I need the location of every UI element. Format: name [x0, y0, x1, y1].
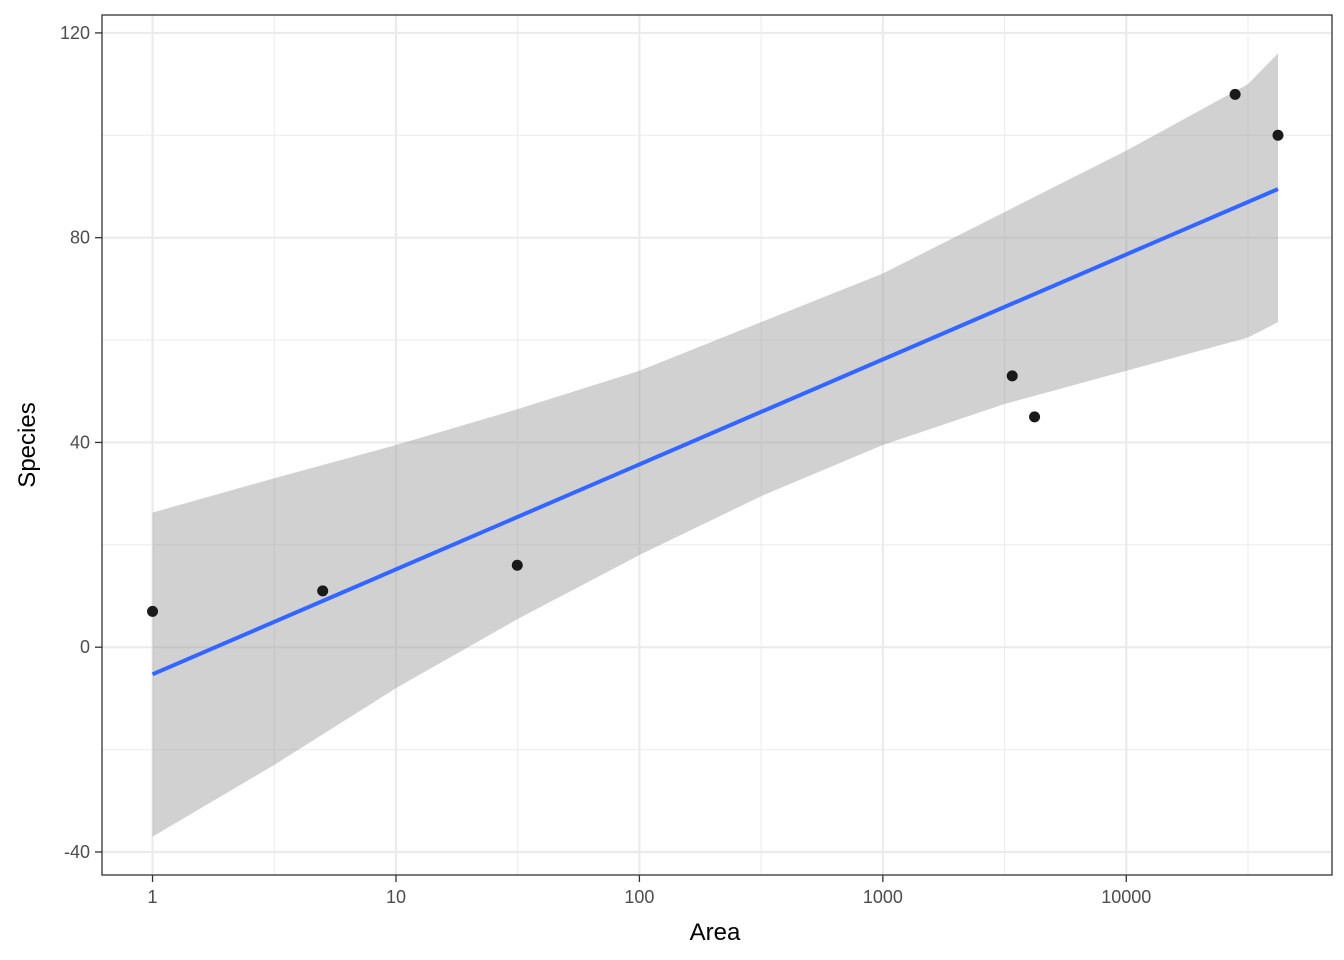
grid-major: [102, 15, 1332, 875]
data-point: [147, 605, 159, 617]
y-axis: -40 0 40 80 120: [60, 23, 102, 862]
points-layer: [147, 88, 1284, 617]
x-axis-title: Area: [690, 919, 741, 946]
y-tick-label: 80: [70, 228, 90, 248]
confidence-band: [152, 53, 1278, 837]
x-axis: 1 10 100 1000 10000: [148, 875, 1151, 907]
data-point: [1272, 129, 1284, 141]
y-tick-label: 40: [70, 432, 90, 452]
x-tick-label: 1: [148, 887, 158, 907]
data-point: [317, 585, 329, 597]
y-tick-label: 0: [80, 637, 90, 657]
y-tick-label: -40: [64, 842, 90, 862]
x-tick-label: 10000: [1101, 887, 1151, 907]
data-point: [1029, 411, 1041, 423]
data-point: [511, 559, 523, 571]
plot-border: [101, 14, 1333, 876]
x-tick-label: 1000: [863, 887, 903, 907]
x-tick-label: 100: [624, 887, 654, 907]
confidence-band-layer: [152, 53, 1278, 837]
x-tick-label: 10: [386, 887, 406, 907]
y-tick-label: 120: [60, 23, 90, 43]
regression-line-layer: [151, 187, 1279, 677]
data-point: [1006, 370, 1018, 382]
data-point: [1229, 88, 1241, 100]
y-axis-title: Species: [14, 402, 41, 487]
regression-line: [151, 187, 1279, 677]
